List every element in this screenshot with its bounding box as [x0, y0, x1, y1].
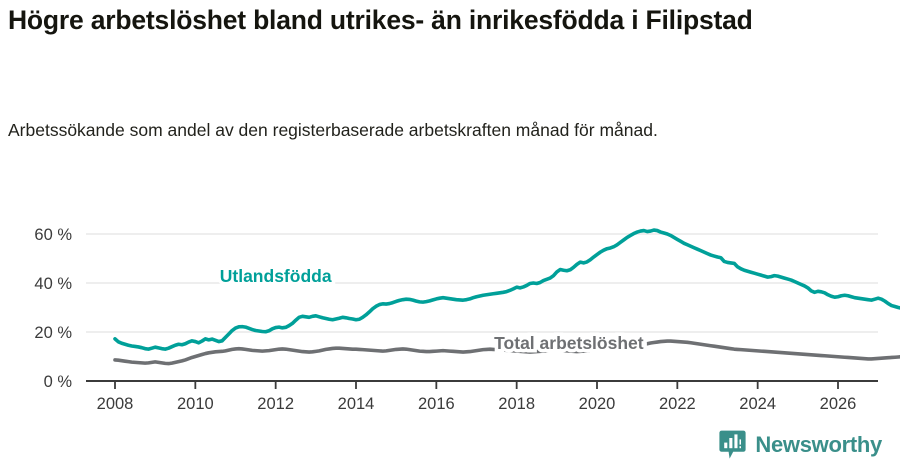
- chart-subtitle: Arbetssökande som andel av den registerb…: [8, 120, 658, 140]
- x-axis-tick-label: 2012: [257, 395, 294, 413]
- chart-gridlines: [86, 233, 878, 333]
- x-axis-tick-label: 2026: [820, 395, 857, 413]
- series-label-halo: Utlandsfödda: [220, 266, 332, 286]
- x-axis: [86, 379, 878, 389]
- y-axis-tick-label: 20 %: [34, 324, 72, 342]
- series-label-utlandsfodda: Utlandsfödda: [220, 266, 332, 286]
- x-axis-tick-label: 2016: [418, 395, 455, 413]
- series-line-utlandsfodda: [113, 228, 900, 351]
- x-axis-tick-label: 2008: [97, 395, 134, 413]
- series-label-halo: Total arbetslöshet: [494, 333, 644, 353]
- x-axis-tick-label: 2014: [338, 395, 375, 413]
- series-line-total: [113, 339, 900, 366]
- chart-container: 0 % 20 % 40 % 60 % Utlandsfödda Utlandsfödda…: [0, 200, 900, 425]
- y-axis-tick-labels: 0 % 20 % 40 % 60 %: [34, 226, 72, 391]
- line-chart: 0 % 20 % 40 % 60 % UtlandsföddaUtlandsfödda…: [34, 226, 900, 413]
- y-axis-tick-label: 60 %: [34, 226, 72, 244]
- series-label-total: Total arbetslöshet: [494, 333, 644, 353]
- x-axis-tick-label: 2022: [659, 395, 696, 413]
- newsworthy-bar-chart-bubble-icon: [719, 430, 747, 460]
- x-axis-tick-labels: 2008 2010 2012 2014 2016 2018 2020 2022 2024 2026: [97, 395, 857, 413]
- x-axis-tick-label: 2010: [177, 395, 214, 413]
- newsworthy-logo-text: Newsworthy: [755, 432, 882, 457]
- y-axis-tick-label: 0 %: [44, 373, 73, 391]
- x-axis-tick-label: 2024: [739, 395, 776, 413]
- x-axis-tick-label: 2020: [579, 395, 616, 413]
- newsworthy-logo[interactable]: Newsworthy: [719, 430, 882, 460]
- x-axis-tick-label: 2018: [498, 395, 535, 413]
- y-axis-tick-label: 40 %: [34, 275, 72, 293]
- chart-series-group: [113, 228, 900, 366]
- page-title: Högre arbetslöshet bland utrikes- än inr…: [8, 5, 753, 35]
